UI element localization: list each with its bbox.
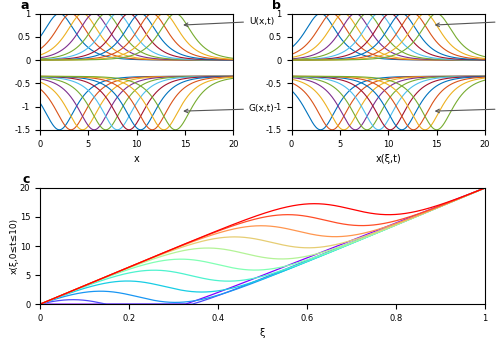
X-axis label: x: x xyxy=(134,154,140,164)
Text: a: a xyxy=(20,0,29,12)
X-axis label: x(ξ,t): x(ξ,t) xyxy=(376,154,401,164)
Text: G(x,t): G(x,t) xyxy=(184,104,274,113)
Text: G(x,t): G(x,t) xyxy=(436,104,500,113)
X-axis label: ξ: ξ xyxy=(260,329,265,338)
Text: U(x,t): U(x,t) xyxy=(436,17,500,27)
Y-axis label: x(ξ,0≤t≤10): x(ξ,0≤t≤10) xyxy=(10,218,18,274)
Text: b: b xyxy=(272,0,281,12)
Text: U(x,t): U(x,t) xyxy=(184,17,274,27)
Text: c: c xyxy=(22,173,30,186)
